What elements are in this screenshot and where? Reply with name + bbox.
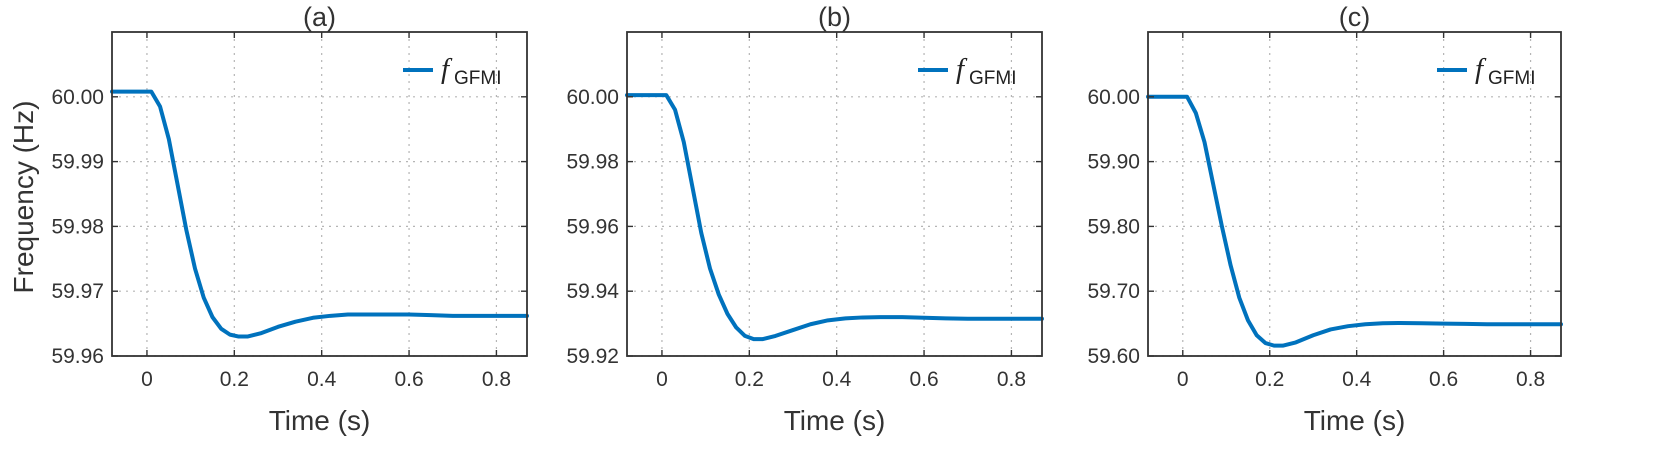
shared-y-axis-label: Frequency (Hz) [8,101,39,294]
x-axis-label: Time (s) [269,405,371,436]
y-tick-label: 59.97 [51,280,104,303]
legend: f GFMI [403,53,502,89]
y-tick-label: 59.70 [1087,280,1140,303]
y-tick-label: 60.00 [566,86,619,109]
series-line-f-gfmi [110,89,529,339]
plot-frame [1147,31,1562,357]
legend-subscript: GFMI [454,68,502,89]
panel-title: (b) [818,2,851,32]
x-tick-label: 0 [1177,368,1189,391]
x-tick-label: 0 [141,368,153,391]
legend-symbol: f [1475,53,1487,85]
series-line-f-gfmi [625,93,1044,342]
y-tick-label: 60.00 [1087,86,1140,109]
y-tick-label: 59.99 [51,151,104,174]
y-tick-label: 59.94 [566,280,619,303]
legend-subscript: GFMI [1488,68,1536,89]
y-tick-label: 59.92 [566,345,619,368]
plot-frame [111,31,528,357]
x-tick-label: 0.6 [394,368,423,391]
chart-panel-1: 0 0.2 0.4 0.6 0.8 59.96 59.97 59.98 59.99 60.00 (a… [51,2,529,436]
y-tick-label: 59.96 [566,215,619,238]
x-tick-label: 0.4 [307,368,337,391]
y-tick-label: 60.00 [51,86,104,109]
legend-symbol: f [441,53,453,85]
panel-title: (c) [1339,2,1370,32]
panels-group: 0 0.2 0.4 0.6 0.8 59.96 59.97 59.98 59.99 60.00 (a… [51,2,1563,436]
legend: f GFMI [918,53,1017,89]
x-tick-label: 0.8 [482,368,511,391]
x-tick-label: 0.2 [1255,368,1284,391]
legend-symbol: f [956,53,968,85]
y-tick-label: 59.98 [566,151,619,174]
y-tick-label: 59.96 [51,345,104,368]
plot-frame [626,31,1043,357]
x-tick-label: 0.8 [997,368,1026,391]
chart-panel-2: 0 0.2 0.4 0.6 0.8 59.92 59.94 59.96 59.98 60.00 (b… [566,2,1044,436]
legend-subscript: GFMI [969,68,1017,89]
x-axis-label: Time (s) [1304,405,1406,436]
y-tick-label: 59.98 [51,215,104,238]
x-tick-label: 0 [656,368,668,391]
x-tick-label: 0.6 [1429,368,1458,391]
x-tick-label: 0.4 [1342,368,1372,391]
y-tick-label: 59.60 [1087,345,1140,368]
y-tick-label: 59.80 [1087,215,1140,238]
chart-panel-3: 0 0.2 0.4 0.6 0.8 59.60 59.70 59.80 59.90 60.00 (c… [1087,2,1563,436]
panel-title: (a) [303,2,336,32]
x-tick-label: 0.8 [1516,368,1545,391]
x-tick-label: 0.4 [822,368,852,391]
series-line-f-gfmi [1146,94,1563,348]
legend: f GFMI [1437,53,1536,89]
y-tick-label: 59.90 [1087,151,1140,174]
x-tick-label: 0.2 [220,368,249,391]
x-axis-label: Time (s) [784,405,886,436]
x-tick-label: 0.2 [735,368,764,391]
x-tick-label: 0.6 [909,368,938,391]
